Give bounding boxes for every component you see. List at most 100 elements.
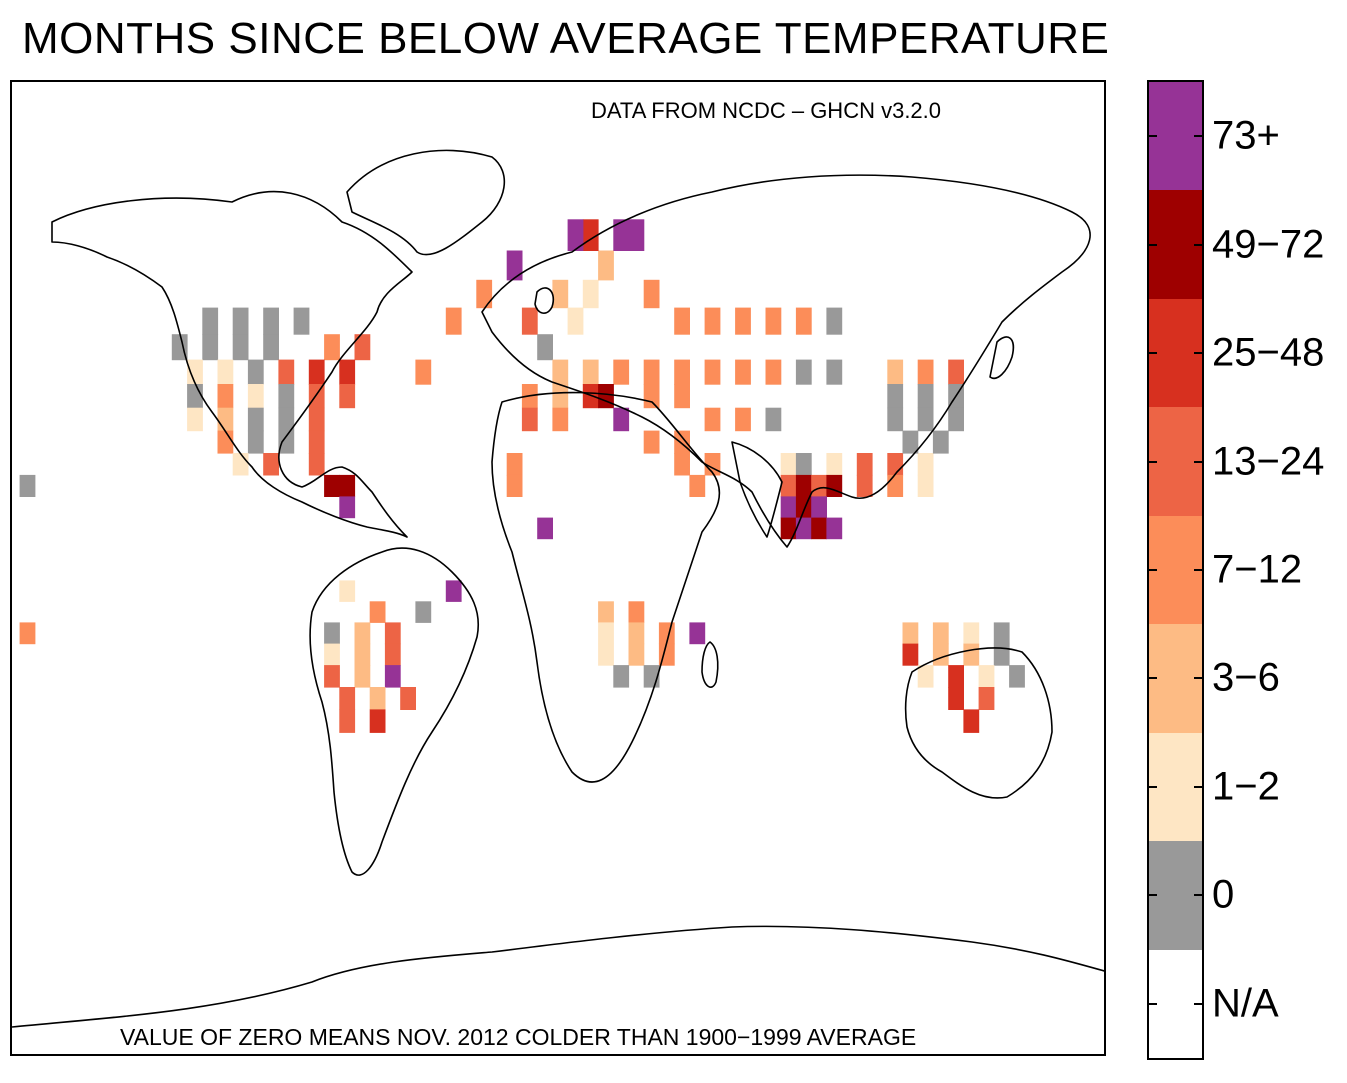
coastlines xyxy=(12,149,1104,1028)
coastline-africa xyxy=(491,391,721,783)
legend-swatch xyxy=(1149,841,1202,951)
grid-cell xyxy=(826,474,843,497)
coastline-antarctica xyxy=(12,925,1104,1028)
grid-cell xyxy=(902,643,919,666)
grid-cell xyxy=(384,643,401,666)
legend-tick xyxy=(1194,677,1204,680)
grid-cell xyxy=(324,643,340,666)
grid-cell xyxy=(217,430,234,454)
grid-cell xyxy=(384,665,401,688)
grid-cell xyxy=(674,307,690,335)
coastline-north-america xyxy=(51,190,413,538)
grid-cell xyxy=(384,622,401,645)
grid-cell xyxy=(187,384,203,409)
legend-swatch xyxy=(1149,190,1202,300)
grid-cell xyxy=(582,219,599,251)
world-map: DATA FROM NCDC – GHCN v3.2.0 VALUE OF ZE… xyxy=(10,80,1106,1056)
grid-cell xyxy=(354,334,371,361)
legend-tick xyxy=(1194,894,1204,897)
coastline-japan xyxy=(989,336,1015,379)
grid-cell xyxy=(217,407,234,432)
grid-cell xyxy=(826,453,843,476)
grid-cell xyxy=(217,384,234,409)
grid-cell xyxy=(795,453,812,476)
grid-cell xyxy=(689,622,706,645)
grid-cell xyxy=(232,307,249,335)
grid-cell xyxy=(247,430,264,454)
grid-cell xyxy=(856,453,873,476)
grid-cell xyxy=(765,359,782,385)
legend-label: N/A xyxy=(1212,981,1279,1026)
grid-cell xyxy=(704,307,721,335)
grid-cell xyxy=(795,474,812,497)
grid-cell xyxy=(917,453,934,476)
grid-cell xyxy=(765,307,782,335)
grid-cell xyxy=(628,219,645,251)
legend-tick xyxy=(1147,243,1157,246)
grid-cell xyxy=(735,307,751,335)
grid-cell xyxy=(704,359,721,385)
grid-cell xyxy=(339,709,356,733)
grid-cell xyxy=(917,359,934,385)
grid-cell xyxy=(308,430,325,454)
grid-cell xyxy=(537,334,553,361)
grid-cell xyxy=(247,359,264,385)
grid-cell xyxy=(887,384,904,409)
legend-tick xyxy=(1147,569,1157,571)
grid-cell xyxy=(202,334,219,361)
coastline-india xyxy=(731,441,783,538)
grid-cell xyxy=(963,709,980,733)
grid-cell xyxy=(826,359,843,385)
grid-cell xyxy=(887,453,904,476)
grid-cell xyxy=(795,359,812,385)
grid-cell xyxy=(506,453,523,476)
grid-cell xyxy=(567,219,584,251)
grid-cell xyxy=(354,643,371,666)
grid-cell xyxy=(795,307,812,335)
grid-cell xyxy=(780,517,797,540)
legend-swatch xyxy=(1149,949,1202,1058)
grid-cell xyxy=(993,643,1010,666)
grid-cell xyxy=(415,359,432,385)
grid-cell xyxy=(263,307,279,335)
grid-cell xyxy=(567,307,584,335)
grid-cell xyxy=(339,580,356,602)
legend-swatch xyxy=(1149,82,1202,191)
grid-cell xyxy=(308,359,325,385)
legend-tick xyxy=(1147,460,1157,463)
legend-tick xyxy=(1147,352,1157,355)
grid-cell xyxy=(932,430,949,454)
legend-label: 25−48 xyxy=(1212,330,1325,375)
grid-cell xyxy=(780,453,797,476)
grid-cell xyxy=(765,407,782,432)
grid-cell xyxy=(948,359,964,385)
grid-cell xyxy=(339,474,356,497)
coastline-south-america xyxy=(309,547,479,876)
grid-cell xyxy=(445,307,462,335)
grid-cell xyxy=(643,279,660,309)
grid-cell xyxy=(308,453,325,476)
grid-cell xyxy=(400,687,416,710)
grid-cell xyxy=(476,279,493,309)
grid-cell xyxy=(826,307,843,335)
grid-cell xyxy=(917,474,934,497)
legend-tick xyxy=(1147,894,1157,897)
legend-tick xyxy=(1147,677,1157,680)
zero-value-note: VALUE OF ZERO MEANS NOV. 2012 COLDER THA… xyxy=(118,1024,919,1051)
legend-label: 0 xyxy=(1212,872,1235,917)
legend-tick xyxy=(1194,352,1204,355)
grid-cell xyxy=(369,601,386,623)
grid-cell xyxy=(613,219,630,251)
grid-cell xyxy=(521,307,538,335)
grid-cell xyxy=(613,665,630,688)
grid-cell xyxy=(278,430,295,454)
grid-cell xyxy=(643,384,660,409)
grid-cell xyxy=(826,517,843,540)
coastline-eurasia xyxy=(481,174,1091,548)
grid-cell xyxy=(263,334,279,361)
grid-cell xyxy=(795,496,812,519)
grid-cell xyxy=(887,474,904,497)
grid-cell xyxy=(354,665,371,688)
grid-cell xyxy=(324,474,340,497)
grid-cell xyxy=(552,279,569,309)
